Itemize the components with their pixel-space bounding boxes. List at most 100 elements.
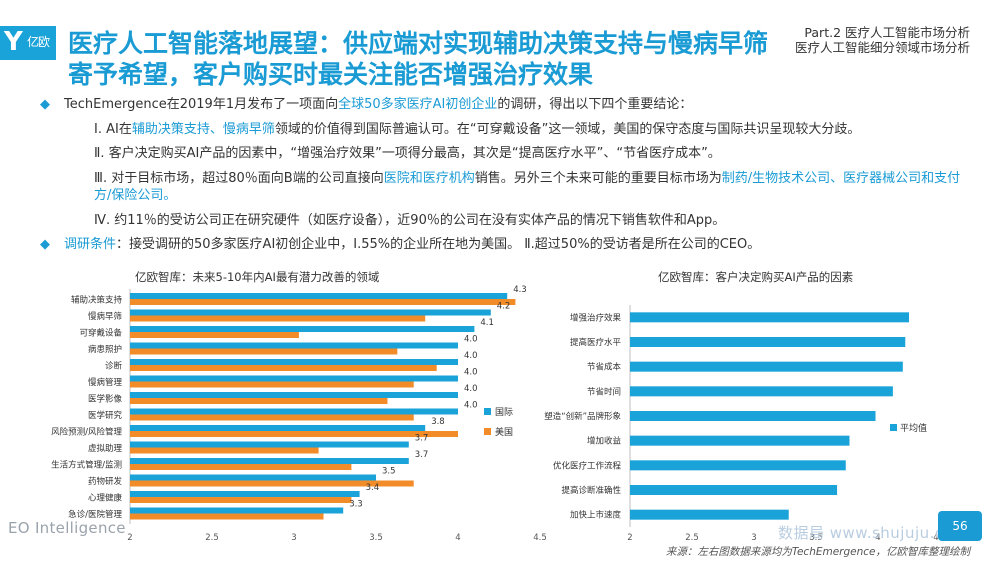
chart-left-data-label: 4.0 (464, 335, 478, 345)
bar-intl (130, 392, 458, 398)
chart-right-category-label: 节省成本 (587, 362, 622, 373)
section-part: Part.2 医疗人工智能市场分析 (804, 25, 970, 40)
chart-left-data-label: 4.0 (464, 401, 478, 411)
bar-us (130, 348, 398, 355)
chart-left-category-label: 可穿戴设备 (79, 327, 122, 338)
chart-left-category-label: 风险预测/风险管理 (51, 426, 122, 437)
bar-intl (130, 458, 409, 464)
chart-right-x-tick: 3 (751, 533, 756, 543)
chart-left-data-label: 3.5 (382, 467, 396, 477)
c1-pre: Ⅰ. AI在 (94, 121, 132, 137)
conditions-label: 调研条件 (64, 237, 117, 252)
logo: Y 亿欧 (0, 26, 56, 60)
logo-text: 亿欧 (27, 35, 50, 49)
chart-left-data-label: 3.8 (431, 417, 445, 427)
chart-right-x-tick: 2.5 (685, 533, 699, 543)
bar-us (130, 332, 299, 338)
bar-us (130, 480, 414, 487)
chart-left-category-label: 虚拟助理 (88, 443, 123, 454)
chart-left-x-tick: 4 (455, 533, 460, 543)
chart-left-category-label: 医学影像 (88, 393, 123, 404)
bar-average (630, 485, 838, 495)
chart-left-category-label: 慢病早筛 (88, 311, 123, 322)
bar-intl (130, 491, 360, 497)
bar-intl (130, 507, 344, 514)
bar-intl (130, 474, 376, 481)
chart-left-data-label: 4.0 (464, 368, 478, 378)
diamond-bullet-icon: ◆ (40, 237, 50, 252)
conditions-text: ：接受调研的50多家医疗AI初创企业中，Ⅰ.55%的企业所在地为美国。 Ⅱ.超过… (116, 237, 761, 252)
bar-us (130, 414, 414, 421)
bar-intl (130, 309, 491, 316)
chart-left-data-label: 3.3 (349, 500, 363, 510)
chart-right-category-label: 增加收益 (587, 436, 622, 447)
legend-intl-swatch (484, 408, 491, 415)
intro-paragraph: ◆ TechEmergence在2019年1月发布了一项面向全球50多家医疗AI初… (40, 96, 970, 114)
chart-right-category-label: 提高医疗水平 (570, 337, 622, 348)
c3-mid: 销售。另外三个未来可能的重要目标市场为 (474, 170, 722, 186)
chart-left-category-label: 心理健康 (88, 492, 123, 503)
chart-left-title: 亿欧智库：未来5-10年内AI最有潜力改善的领域 (135, 270, 380, 284)
page-number: 56 (938, 511, 982, 541)
bar-average (630, 435, 850, 446)
chart-left-x-tick: 2.5 (205, 533, 219, 543)
c1-post: 领域的价值得到国际普遍认可。在“可穿戴设备”这一领域，美国的保守态度与国际共识呈… (274, 121, 861, 137)
chart-left-data-label: 4.1 (480, 318, 494, 328)
bar-us (130, 315, 426, 322)
chart-right-category-label: 塑造“创新”品牌形象 (544, 411, 621, 422)
bar-average (630, 386, 893, 397)
intro-pre: TechEmergence在2019年1月发布了一项面向 (64, 97, 339, 112)
chart-left-x-tick: 3.5 (369, 533, 383, 543)
chart-left-data-label: 4.0 (464, 351, 478, 361)
c3-pre: Ⅲ. 对于目标市场，超过80％面向B端的公司直接向 (94, 170, 384, 186)
bar-us (130, 398, 388, 404)
conclusion-3: Ⅲ. 对于目标市场，超过80％面向B端的公司直接向医院和医疗机构销售。另外三个未… (40, 170, 970, 205)
chart-left-category-label: 诊断 (105, 360, 123, 371)
chart-right-x-tick: 4 (875, 533, 880, 543)
bar-us (130, 513, 324, 520)
chart-left-data-label: 3.7 (415, 450, 429, 460)
legend-us-label: 美国 (495, 426, 513, 438)
findings-text: ◆ TechEmergence在2019年1月发布了一项面向全球50多家医疗AI初… (40, 96, 970, 261)
c1-highlight: 辅助决策支持、慢病早筛 (131, 121, 275, 137)
chart-right-category-label: 节省时间 (587, 386, 621, 397)
legend-intl-label: 国际 (495, 407, 513, 418)
chart-right-category-label: 增强治疗效果 (570, 312, 622, 323)
chart-left-category-label: 辅助决策支持 (71, 294, 123, 305)
bar-intl (130, 408, 458, 415)
chart-right-title: 亿欧智库：客户决定购买AI产品的因素 (658, 270, 853, 284)
chart-left-data-label: 4.2 (497, 302, 511, 312)
chart-left-category-label: 病患照护 (88, 344, 122, 355)
bar-us (130, 447, 319, 454)
bar-intl (130, 293, 508, 299)
bar-average (630, 312, 909, 323)
chart-right-category-label: 提高诊断准确性 (561, 485, 621, 496)
section-label: Part.2 医疗人工智能市场分析 医疗人工智能细分领域市场分析 (795, 25, 970, 55)
intro-post: 的调研，得出以下四个重要结论： (497, 97, 693, 112)
bar-average (630, 361, 903, 372)
bar-us (130, 381, 414, 388)
bar-intl (130, 359, 458, 365)
chart-left-data-label: 4.0 (464, 384, 478, 394)
chart-right-x-tick: 3.5 (809, 533, 823, 543)
section-subpart: 医疗人工智能细分领域市场分析 (794, 40, 970, 55)
chart-left-x-tick: 2 (127, 533, 132, 543)
chart-right-x-tick: 2 (627, 533, 632, 543)
page-title: 医疗人工智能落地展望：供应端对实现辅助决策支持与慢病早筛寄予希望，客户购买时最关… (68, 29, 769, 89)
bar-us (130, 497, 352, 503)
chart-left-x-tick: 3 (291, 533, 296, 543)
chart-left-category-label: 医学研究 (88, 410, 123, 421)
legend-average-label: 平均值 (900, 422, 927, 434)
chart-left-category-label: 慢病管理 (88, 377, 123, 388)
bar-intl (130, 425, 426, 431)
conditions-paragraph: ◆ 调研条件：接受调研的50多家医疗AI初创企业中，Ⅰ.55%的企业所在地为美国。… (40, 236, 970, 254)
conclusion-1: Ⅰ. AI在辅助决策支持、慢病早筛领域的价值得到国际普遍认可。在“可穿戴设备”这… (40, 121, 970, 139)
bar-intl (130, 342, 458, 349)
bar-average (630, 337, 906, 347)
source-note: 来源：左右图数据来源均为TechEmergence，亿欧智库整理绘制 (665, 546, 970, 558)
bar-intl (130, 375, 458, 382)
watermark: 数据局 www.shujuju.cn (778, 524, 954, 542)
conclusion-2: Ⅱ. 客户决定购买AI产品的因素中，“增强治疗效果”一项得分最高，其次是“提高医… (94, 146, 721, 161)
chart-left-data-label: 3.7 (415, 434, 429, 444)
